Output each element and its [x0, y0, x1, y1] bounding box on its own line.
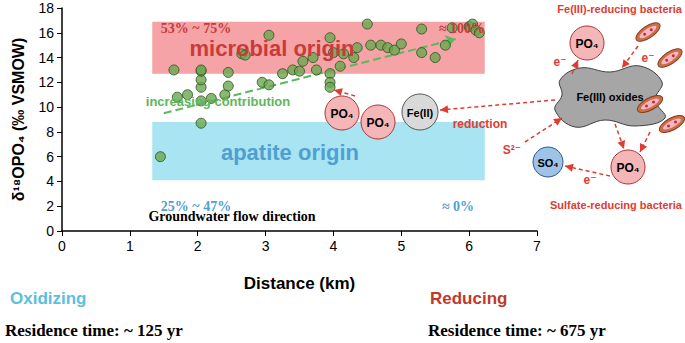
svg-text:2: 2	[46, 198, 54, 214]
svg-text:1: 1	[126, 238, 134, 254]
svg-text:microbial origin: microbial origin	[189, 36, 354, 61]
svg-text:Sulfate-reducing bacteria: Sulfate-reducing bacteria	[550, 199, 683, 211]
svg-text:6: 6	[46, 149, 54, 165]
svg-text:4: 4	[330, 238, 338, 254]
svg-text:18: 18	[38, 0, 54, 16]
svg-text:Reducing: Reducing	[430, 289, 507, 308]
svg-text:S²⁻: S²⁻	[503, 143, 521, 157]
svg-text:Distance (km): Distance (km)	[244, 274, 355, 293]
svg-text:10: 10	[38, 99, 54, 115]
svg-text:12: 12	[38, 74, 54, 90]
svg-text:14: 14	[38, 50, 54, 66]
svg-text:25% ~ 47%: 25% ~ 47%	[160, 198, 232, 214]
svg-text:Residence time: ~ 125 yr: Residence time: ~ 125 yr	[5, 321, 183, 340]
svg-text:e⁻: e⁻	[553, 55, 566, 69]
svg-text:apatite origin: apatite origin	[221, 140, 359, 165]
svg-text:reduction: reduction	[453, 117, 508, 131]
svg-text:Fe(III)-reducing bacteria: Fe(III)-reducing bacteria	[557, 3, 683, 15]
svg-text:8: 8	[46, 124, 54, 140]
svg-text:PO₄: PO₄	[575, 37, 598, 51]
svg-text:Oxidizing: Oxidizing	[10, 289, 87, 308]
svg-text:Fe(III) oxides: Fe(III) oxides	[576, 91, 643, 103]
svg-text:increasing contribution: increasing contribution	[146, 94, 291, 109]
svg-text:7: 7	[533, 238, 541, 254]
svg-text:e⁻: e⁻	[583, 173, 596, 187]
svg-text:6: 6	[465, 238, 473, 254]
svg-text:≈ 100%: ≈ 100%	[439, 21, 485, 36]
svg-text:0: 0	[58, 238, 66, 254]
svg-text:16: 16	[38, 25, 54, 41]
svg-text:Fe(II): Fe(II)	[407, 107, 434, 119]
svg-text:3: 3	[262, 238, 270, 254]
svg-text:≈ 0%: ≈ 0%	[442, 199, 474, 214]
svg-text:5: 5	[397, 238, 405, 254]
svg-text:δ¹⁸OPO₄ (‰ VSMOW): δ¹⁸OPO₄ (‰ VSMOW)	[10, 38, 27, 202]
svg-text:PO₄: PO₄	[330, 107, 353, 121]
svg-text:Residence time: ~ 675 yr: Residence time: ~ 675 yr	[428, 321, 606, 340]
svg-text:53% ~ 75%: 53% ~ 75%	[161, 21, 231, 36]
svg-text:PO₄: PO₄	[616, 161, 639, 175]
svg-text:Groundwater flow direction: Groundwater flow direction	[148, 209, 315, 224]
svg-text:4: 4	[46, 173, 54, 189]
svg-text:SO₄: SO₄	[537, 157, 558, 169]
svg-text:e⁻: e⁻	[641, 51, 654, 65]
svg-text:0: 0	[46, 223, 54, 239]
svg-text:PO₄: PO₄	[366, 116, 389, 130]
svg-text:2: 2	[194, 238, 202, 254]
